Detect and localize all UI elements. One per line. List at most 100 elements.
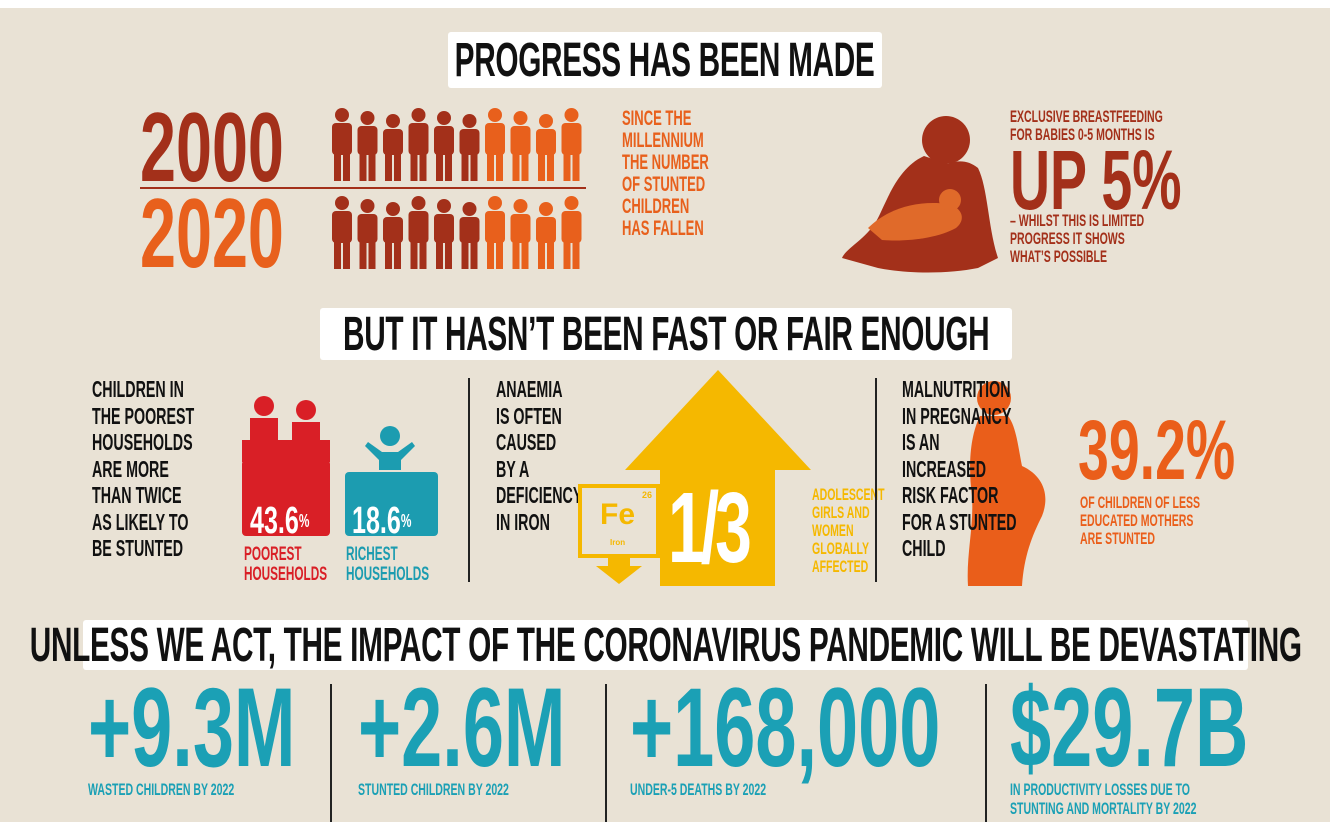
heading: PROGRESS HAS BEEN MADE xyxy=(455,33,875,88)
breastfeeding-note: – WHILST THIS IS LIMITEDPROGRESS IT SHOW… xyxy=(1010,212,1144,266)
infographic: PROGRESS HAS BEEN MADE 2000 2020 SINCE T… xyxy=(0,0,1330,832)
child-icon xyxy=(536,114,556,181)
child-icon xyxy=(409,196,429,269)
mother-icon xyxy=(838,108,1008,274)
value: 18.6 xyxy=(352,500,401,542)
heading: BUT IT HASN’T BEEN FAST OR FAIR ENOUGH xyxy=(343,307,989,362)
heading-box: BUT IT HASN’T BEEN FAST OR FAIR ENOUGH xyxy=(320,308,1012,360)
child-leg xyxy=(496,242,503,269)
child-body xyxy=(460,217,480,243)
children-row xyxy=(330,194,588,270)
child-leg xyxy=(411,242,418,269)
text-line: MILLENNIUM xyxy=(622,130,709,152)
text-line: EDUCATED MOTHERS xyxy=(1080,512,1200,530)
child-icon xyxy=(383,114,403,181)
child-icon xyxy=(383,202,403,269)
element-number: 26 xyxy=(642,490,652,500)
stat-value: +2.6M xyxy=(358,672,566,784)
child-head xyxy=(565,196,579,210)
child-leg xyxy=(573,154,580,181)
value: 43.6 xyxy=(250,500,299,542)
child-leg xyxy=(513,242,520,269)
text-line: HOUSEHOLDS xyxy=(244,565,327,585)
text-line: PROGRESS IT SHOWS xyxy=(1010,230,1144,248)
text-line: – WHILST THIS IS LIMITED xyxy=(1010,212,1144,230)
child-head xyxy=(463,202,477,216)
text-line: RISK FACTOR xyxy=(902,482,1017,509)
text-line: ARE STUNTED xyxy=(1080,530,1200,548)
element-symbol: Fe xyxy=(600,498,635,532)
child-icon xyxy=(485,196,505,269)
child-body xyxy=(332,123,352,155)
child-icon xyxy=(434,199,454,269)
child-leg xyxy=(564,242,571,269)
year: 2020 xyxy=(140,184,284,282)
stat-label: UNDER-5 DEATHS BY 2022 xyxy=(630,780,766,799)
child-head xyxy=(386,202,400,216)
child-leg xyxy=(436,242,443,269)
child-head xyxy=(514,111,528,125)
child-body xyxy=(358,126,378,155)
text-line: INCREASED xyxy=(902,456,1017,483)
child-leg xyxy=(522,242,529,269)
text-line: WOMEN xyxy=(812,522,885,540)
child-leg xyxy=(385,154,392,181)
fraction: 1/3 xyxy=(668,478,748,578)
text-line: THE NUMBER xyxy=(622,152,709,174)
child-leg xyxy=(394,154,401,181)
text-line: FOR A STUNTED xyxy=(902,509,1017,536)
child-leg xyxy=(411,154,418,181)
text-line: EXCLUSIVE BREASTFEEDING xyxy=(1010,108,1163,126)
child-leg xyxy=(385,242,392,269)
child-head xyxy=(437,111,451,125)
child-body xyxy=(409,211,429,243)
child-body xyxy=(409,123,429,155)
text-line: CHILD xyxy=(902,535,1017,562)
child-head xyxy=(463,114,477,128)
column-divider xyxy=(875,378,877,582)
child-icon xyxy=(358,111,378,181)
text-line: OF CHILDREN OF LESS xyxy=(1080,494,1200,512)
child-icon xyxy=(485,108,505,181)
child-head xyxy=(488,108,502,122)
text-line: SINCE THE xyxy=(622,108,709,130)
child-body xyxy=(562,123,582,155)
element-name: Iron xyxy=(610,538,625,547)
child-head xyxy=(539,114,553,128)
child-icon xyxy=(460,114,480,181)
text-line: OF STUNTED xyxy=(622,174,709,196)
child-body xyxy=(511,126,531,155)
child-leg xyxy=(420,154,427,181)
text-line: THE POOREST xyxy=(92,403,194,430)
child-icon xyxy=(562,108,582,181)
heading-box: PROGRESS HAS BEEN MADE xyxy=(448,32,882,88)
child-leg xyxy=(547,242,554,269)
child-head xyxy=(335,196,349,210)
text-line: BE STUNTED xyxy=(92,535,194,562)
child-icon xyxy=(536,202,556,269)
text-line: RICHEST xyxy=(346,545,429,565)
child-body xyxy=(562,211,582,243)
heading-box: UNLESS WE ACT, THE IMPACT OF THE CORONAV… xyxy=(83,620,1248,670)
text-line: HOUSEHOLDS xyxy=(346,565,429,585)
child-icon xyxy=(332,108,352,181)
child-leg xyxy=(462,242,469,269)
child-body xyxy=(383,129,403,155)
child-head xyxy=(565,108,579,122)
text-line: GIRLS AND xyxy=(812,504,885,522)
text-line: WHAT’S POSSIBLE xyxy=(1010,248,1144,266)
child-leg xyxy=(343,242,350,269)
child-head xyxy=(412,108,426,122)
unit: % xyxy=(299,511,310,531)
child-leg xyxy=(522,154,529,181)
page: Infographic {"progress": { "heading": "P… xyxy=(0,0,1330,832)
child-leg xyxy=(334,154,341,181)
text-line: STUNTED CHILDREN BY 2022 xyxy=(358,780,509,799)
stat-value: +9.3M xyxy=(88,672,296,784)
child-leg xyxy=(487,154,494,181)
text-line: MALNUTRITION xyxy=(902,376,1017,403)
child-leg xyxy=(360,242,367,269)
child-head xyxy=(488,196,502,210)
